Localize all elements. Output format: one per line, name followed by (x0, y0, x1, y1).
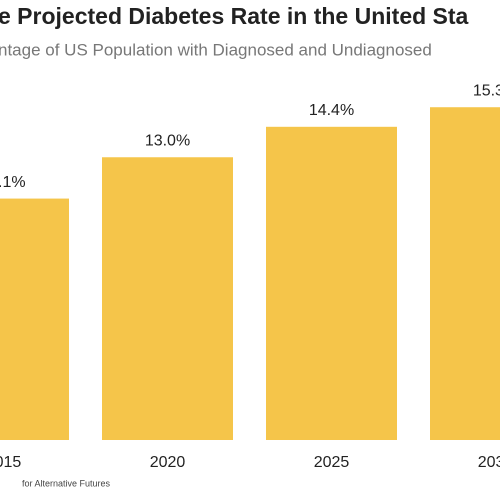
value-label: 15.3% (473, 82, 500, 99)
bar (430, 107, 500, 440)
bar (266, 126, 397, 441)
x-tick-label: 2025 (314, 454, 350, 471)
bar (0, 198, 69, 440)
value-label: 11.1% (0, 174, 26, 191)
x-tick-label: 2020 (150, 454, 186, 471)
source: for Alternative Futures (22, 478, 111, 488)
value-label: 14.4% (309, 102, 354, 119)
value-label: 13.0% (145, 132, 190, 149)
bar (102, 157, 233, 440)
x-tick-label: 2030 (478, 454, 500, 471)
x-tick-label: 2015 (0, 454, 21, 471)
chart-subtitle: ntage of US Population with Diagnosed an… (0, 40, 432, 59)
chart-title: e Projected Diabetes Rate in the United … (0, 3, 469, 29)
